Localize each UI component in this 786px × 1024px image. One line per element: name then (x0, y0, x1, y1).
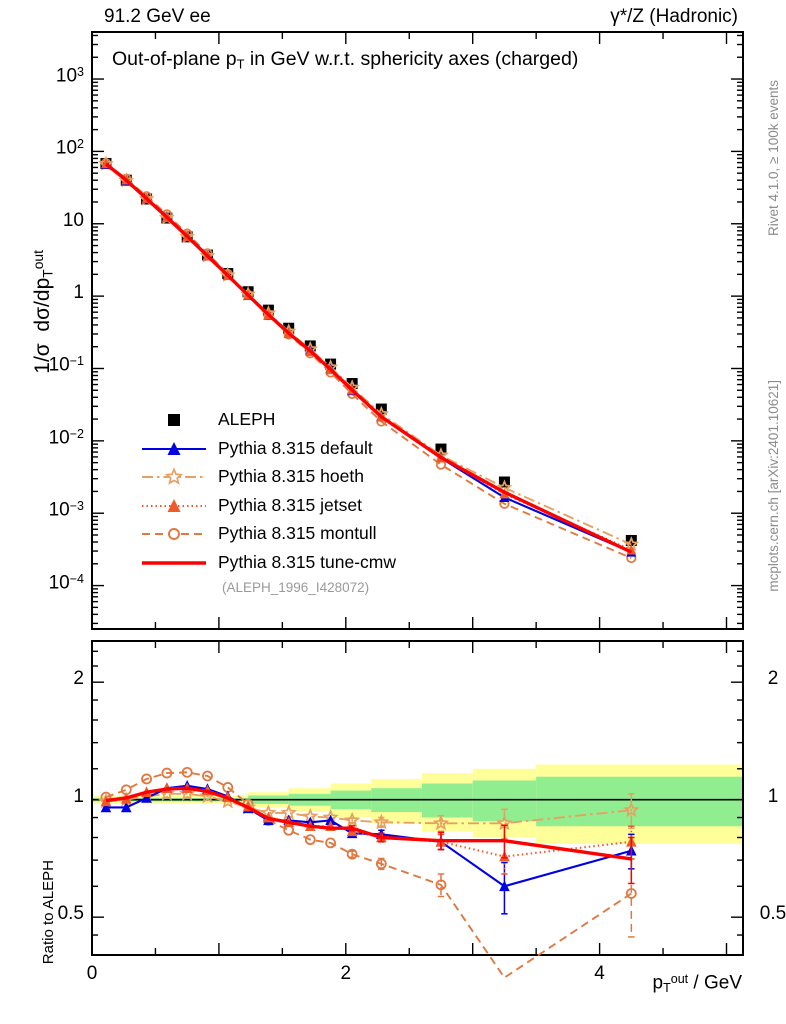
ratio-point-default (100, 801, 112, 813)
y-tick-label-main: 102 (55, 137, 84, 159)
y-tick-label-main: 10−4 (48, 571, 84, 593)
legend-label: Pythia 8.315 default (218, 437, 373, 458)
ratio-point-default (120, 801, 132, 813)
ratio-point-montull (625, 888, 637, 899)
x-tick-label: 4 (594, 963, 605, 984)
ratio-point-default (499, 880, 510, 892)
header-left-label: 91.2 GeV ee (104, 6, 211, 27)
series-line-jetset (105, 162, 632, 551)
legend-sample-line-only (142, 560, 206, 565)
ratio-point-jetset (100, 795, 112, 807)
ratio-panel-frame (91, 640, 744, 956)
plot-title-post: in GeV w.r.t. sphericity axes (charged) (244, 48, 579, 70)
ratio-point-montull (141, 773, 152, 785)
ratio-point-montull (325, 837, 336, 849)
y-tick-label-ratio: 0.5 (57, 903, 84, 925)
ratio-point-montull (202, 770, 213, 782)
legend-label: Pythia 8.315 hoeth (218, 466, 364, 486)
y-tick-label-ratio: 2 (73, 668, 84, 690)
ratio-point-default (141, 792, 152, 803)
legend-label: Pythia 8.315 montull (218, 523, 377, 543)
legend-sample-marker-triangle-up (142, 498, 206, 512)
ratio-point-hoeth (623, 801, 640, 818)
y-tick-label-ratio: 1 (73, 785, 84, 807)
y-tick-label-ratio-right: 1 (767, 785, 779, 807)
y-tick-label-main: 1 (73, 282, 84, 304)
y-tick-label-main: 10−1 (48, 354, 84, 376)
plot-title-sub: T (236, 56, 245, 72)
x-axis-label: pTout / GeV (652, 972, 742, 995)
ratio-band-inner (421, 783, 473, 818)
plot-title-pre: Out-of-plane p (112, 48, 237, 70)
ratio-line-tune-cmw (105, 786, 632, 861)
ratio-point-hoeth (432, 814, 450, 831)
y-tick-label-ratio-right: 0.5 (759, 903, 786, 925)
y-tick-label-ratio-right: 2 (767, 668, 779, 690)
y-tick-label-main: 103 (55, 65, 84, 87)
ratio-point-montull (181, 766, 193, 778)
y-tick-label-main: 10−2 (48, 426, 84, 449)
legend-sample-marker-triangle-up (142, 441, 206, 455)
x-tick-label: 2 (340, 963, 352, 984)
legend-sample-marker-star (142, 467, 206, 485)
main-panel-frame (91, 31, 744, 630)
ratio-point-montull (304, 834, 316, 846)
y-tick-label-main: 10−3 (48, 499, 84, 521)
y-tick-label-main: 10 (62, 209, 84, 231)
analysis-id-watermark: (ALEPH_1996_I428072) (222, 580, 370, 595)
ratio-point-default (325, 814, 336, 826)
legend-label: Pythia 8.315 jetset (218, 494, 362, 515)
ratio-point-montull (375, 858, 387, 870)
legend-sample-marker-square (168, 414, 180, 426)
legend-label: Pythia 8.315 tune-cmw (218, 551, 397, 572)
ratio-point-montull (161, 767, 173, 779)
plot-title: Out-of-plane pT in GeV w.r.t. sphericity… (112, 48, 578, 72)
header-right-label: γ*/Z (Hadronic) (610, 6, 738, 27)
x-tick-label: 0 (86, 963, 98, 984)
ratio-point-montull (346, 848, 358, 860)
ratio-point-hoeth (343, 811, 361, 828)
legend-sample-marker-circle (142, 528, 206, 540)
ratio-point-hoeth (373, 813, 390, 830)
ratio-point-montull (435, 879, 447, 891)
series-line-tune-cmw (104, 162, 633, 554)
ratio-band-inner (536, 776, 743, 827)
legend-label: ALEPH (218, 409, 276, 429)
